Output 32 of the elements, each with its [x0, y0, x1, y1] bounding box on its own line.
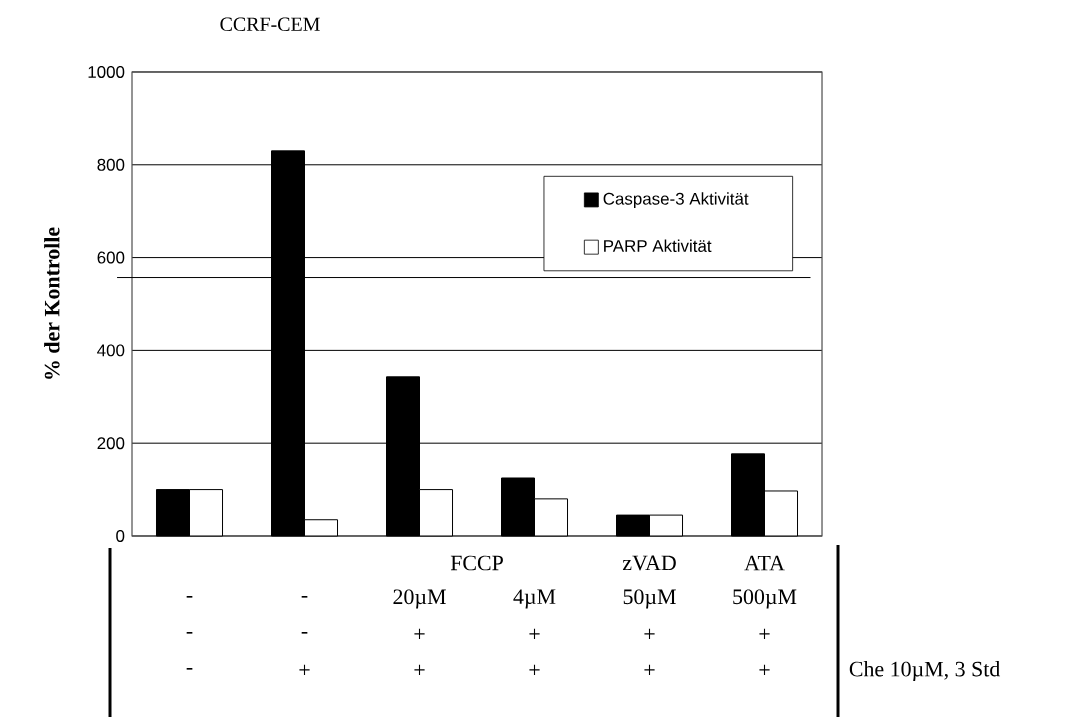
text: - — [186, 667, 193, 670]
y-tick-label: 0 — [116, 529, 125, 542]
text: Che 10µM, 3 Std — [849, 660, 1001, 681]
y-tick-label: 1000 — [88, 65, 125, 78]
y-tick-label: 200 — [97, 436, 125, 449]
text: + — [299, 664, 310, 675]
text: ATA — [744, 555, 785, 570]
chart-title: CCRF-CEM — [220, 17, 320, 31]
text: - — [186, 631, 193, 634]
text: 20µM — [393, 589, 446, 609]
text: 500µM — [733, 589, 797, 609]
y-tick-label: 600 — [97, 251, 125, 264]
text: - — [301, 631, 308, 634]
text: + — [759, 628, 770, 639]
text: + — [529, 664, 540, 675]
text: zVAD — [622, 555, 676, 571]
y-tick-label: 800 — [97, 158, 125, 171]
text: - — [301, 595, 308, 598]
legend-label: PARP Aktivität — [604, 239, 712, 252]
text: 4µM — [513, 589, 556, 609]
legend-label: Caspase-3 Aktivität — [603, 192, 749, 208]
text: + — [644, 628, 655, 639]
text: - — [186, 595, 193, 598]
text: + — [414, 628, 425, 639]
text: FCCP — [450, 555, 503, 571]
text: 50µM — [623, 589, 676, 609]
y-tick-label: 400 — [97, 344, 125, 357]
text: + — [759, 664, 770, 675]
text: + — [529, 628, 540, 639]
text: + — [414, 664, 425, 675]
text: + — [644, 664, 655, 675]
y-axis-title: % der Kontrolle — [44, 227, 60, 379]
